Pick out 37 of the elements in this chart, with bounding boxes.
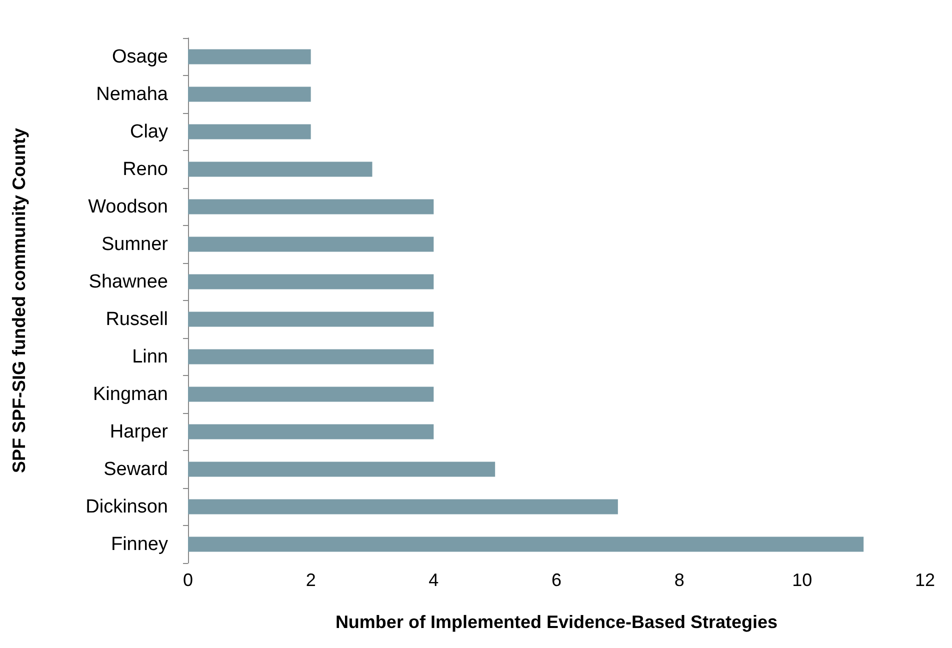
x-tick-label: 4 xyxy=(428,570,439,590)
y-tick-label: Nemaha xyxy=(96,84,168,105)
bar xyxy=(188,536,864,552)
y-tick-label: Finney xyxy=(110,534,168,555)
y-tick-label: Dickinson xyxy=(86,496,168,518)
x-tick-label: 12 xyxy=(914,570,936,590)
bar xyxy=(188,199,434,214)
x-tick-label: 6 xyxy=(551,570,562,590)
y-tick-label: Shawnee xyxy=(88,271,168,292)
x-tick-label: 2 xyxy=(306,570,316,590)
bar xyxy=(188,349,434,364)
bar xyxy=(188,499,618,514)
y-tick-label: Reno xyxy=(122,158,168,180)
y-tick-label: Sumner xyxy=(101,234,169,255)
bar xyxy=(188,312,434,327)
bar xyxy=(188,236,434,252)
bar xyxy=(188,49,311,64)
bar xyxy=(188,162,372,177)
bar xyxy=(188,124,311,140)
y-tick-label: Harper xyxy=(110,421,169,442)
bar xyxy=(188,86,311,102)
x-tick-label: 8 xyxy=(674,570,684,590)
y-tick-label: Kingman xyxy=(93,384,168,405)
y-axis-title: SPF SPF-SIG funded community County xyxy=(9,128,29,474)
bar xyxy=(188,424,434,440)
y-tick-label: Woodson xyxy=(88,196,168,218)
y-tick-label: Clay xyxy=(130,121,168,142)
y-tick-label: Linn xyxy=(132,346,168,368)
x-tick-label: 0 xyxy=(182,570,194,590)
bar xyxy=(188,462,496,477)
y-tick-label: Osage xyxy=(112,46,168,68)
y-tick-label: Seward xyxy=(104,458,168,480)
bar xyxy=(188,274,434,290)
x-axis-title: Number of Implemented Evidence-Based Strategies xyxy=(335,612,778,632)
y-tick-label: Russell xyxy=(106,308,168,330)
x-tick-label: 10 xyxy=(792,570,812,590)
bar xyxy=(188,386,434,402)
